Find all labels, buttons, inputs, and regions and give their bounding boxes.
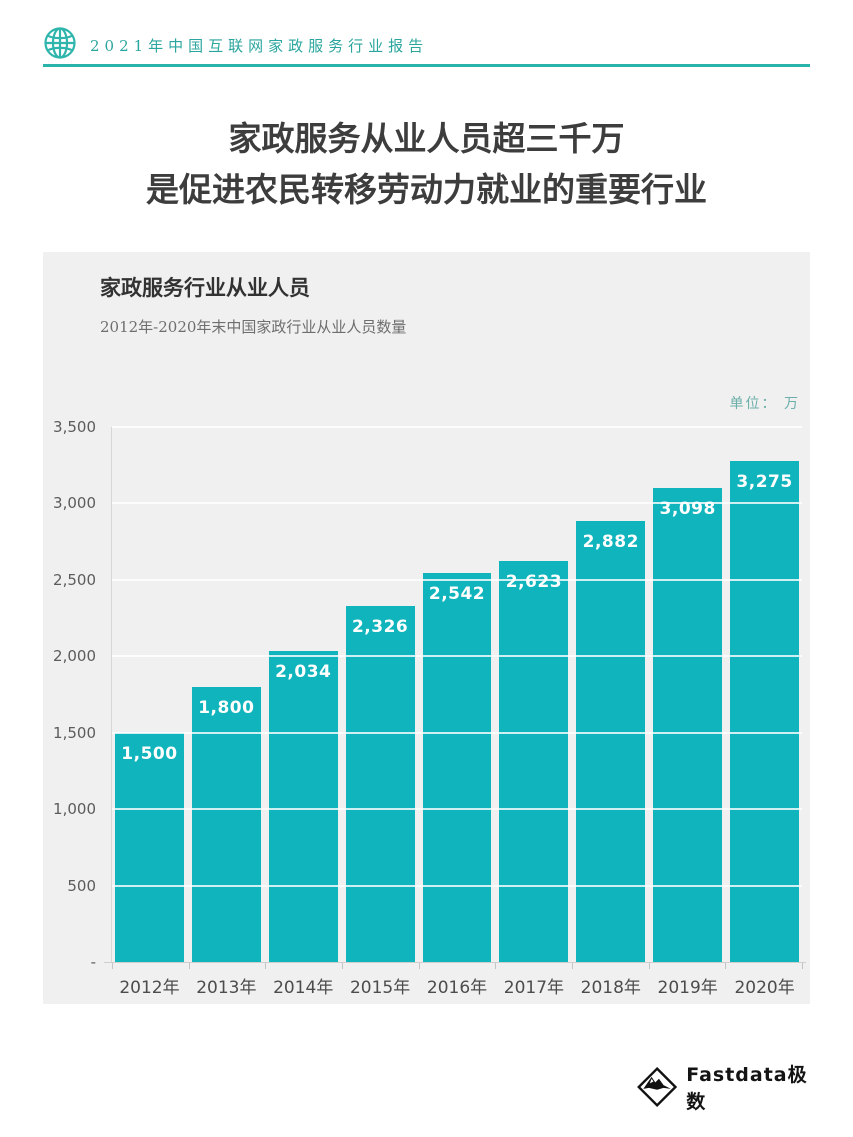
gridline-1,000 xyxy=(112,808,802,811)
x-axis-tick-mark xyxy=(342,963,343,969)
chart-panel: 家政服务行业从业人员 2012年-2020年末中国家政行业从业人员数量 单位： … xyxy=(43,252,810,1004)
bar-value-label: 3,098 xyxy=(659,499,716,520)
x-axis-category-label: 2018年 xyxy=(580,978,641,998)
x-axis-labels: 2012年 2013年 2014年 2015年 2016年 2017年 2018年 2019年… xyxy=(115,973,799,998)
y-axis-tick-label: - xyxy=(90,953,96,971)
gridline-3,000 xyxy=(112,502,802,505)
x-axis-baseline xyxy=(104,962,806,963)
bar-2012年: 1,500 xyxy=(115,732,184,962)
gridline-2,500 xyxy=(112,578,802,581)
y-axis-line xyxy=(111,427,112,963)
x-axis-tick-mark xyxy=(572,963,573,969)
page-title-line-2: 是促进农民转移劳动力就业的重要行业 xyxy=(146,170,707,209)
page-title-line-1: 家政服务从业人员超三千万 xyxy=(228,119,625,158)
bar-value-label: 3,275 xyxy=(736,472,793,493)
chart-title: 家政服务行业从业人员 xyxy=(100,276,310,300)
gridline-500 xyxy=(112,884,802,887)
bar-value-label: 1,500 xyxy=(121,743,178,764)
fastdata-logo-icon xyxy=(637,1066,678,1108)
report-header-title: 2021年中国互联网家政服务行业报告 xyxy=(90,37,429,55)
bar-value-label: 2,882 xyxy=(582,532,639,553)
x-axis-category-label: 2014年 xyxy=(273,978,334,998)
bar-2016年: 2,542 xyxy=(422,573,492,962)
x-axis-category-label: 2020年 xyxy=(734,978,795,998)
x-axis-tick-mark xyxy=(265,963,267,969)
x-axis-tick-mark xyxy=(725,963,727,969)
bar-value-label: 1,800 xyxy=(198,697,255,718)
x-axis-category-label: 2016年 xyxy=(426,978,488,998)
x-axis-tick-mark xyxy=(648,963,650,969)
x-axis-category-label: 2013年 xyxy=(196,978,257,998)
bar-2015年: 2,326 xyxy=(345,606,415,962)
gridline-2,000 xyxy=(112,655,802,658)
chart-unit-label: 单位： 万 xyxy=(729,396,800,412)
x-axis-tick-mark xyxy=(112,963,113,969)
bar-value-label: 2,542 xyxy=(428,584,486,605)
bar-value-label: 2,623 xyxy=(505,572,563,593)
y-axis-tick-label: 1,500 xyxy=(53,723,96,742)
x-axis-tick-mark xyxy=(495,963,497,969)
bar-2020年: 3,275 xyxy=(730,461,800,962)
bar-2013年: 1,800 xyxy=(191,686,261,962)
chart-subtitle: 2012年-2020年末中国家政行业从业人员数量 xyxy=(100,318,407,336)
x-axis-category-label: 2019年 xyxy=(657,978,718,998)
bar-2018年: 2,882 xyxy=(576,521,646,962)
page-title: 家政服务从业人员超三千万 是促进农民转移劳动力就业的重要行业 xyxy=(0,113,853,215)
y-axis-tick-label: 1,000 xyxy=(53,800,96,819)
gridline-1,500 xyxy=(112,731,802,734)
x-axis-category-label: 2012年 xyxy=(119,978,180,998)
bar-2014年: 2,034 xyxy=(268,651,338,962)
x-axis-category-label: 2017年 xyxy=(503,978,565,998)
y-axis-tick-label: 2,000 xyxy=(53,647,96,666)
bar-2019年: 3,098 xyxy=(653,488,723,962)
y-axis-tick-label: 3,000 xyxy=(53,494,96,513)
header-divider xyxy=(43,64,810,67)
brand-name: Fastdata极数 xyxy=(686,1064,808,1113)
x-axis-tick-mark xyxy=(418,963,420,969)
x-axis-tick-mark xyxy=(802,963,803,969)
globe-icon xyxy=(44,27,76,59)
bar-value-label: 2,326 xyxy=(351,617,409,638)
bar-series: 1,500 1,800 2,034 2,326 2,542 2,623 2,882 3,098… xyxy=(115,427,800,962)
brand-footer: Fastdata极数 xyxy=(636,1062,816,1113)
x-axis-tick-mark xyxy=(188,963,190,969)
bar-value-label: 2,034 xyxy=(275,662,332,683)
bar-chart-plot-area: 1,500 1,800 2,034 2,326 2,542 2,623 2,882 3,098… xyxy=(53,418,806,998)
y-axis-tick-label: 500 xyxy=(67,876,96,895)
gridline-3,500 xyxy=(112,426,802,428)
y-axis-tick-label: 2,500 xyxy=(53,570,96,589)
y-axis-tick-label: 3,500 xyxy=(53,418,96,436)
bar-2017年: 2,623 xyxy=(499,561,569,962)
x-axis-category-label: 2015年 xyxy=(349,978,411,998)
